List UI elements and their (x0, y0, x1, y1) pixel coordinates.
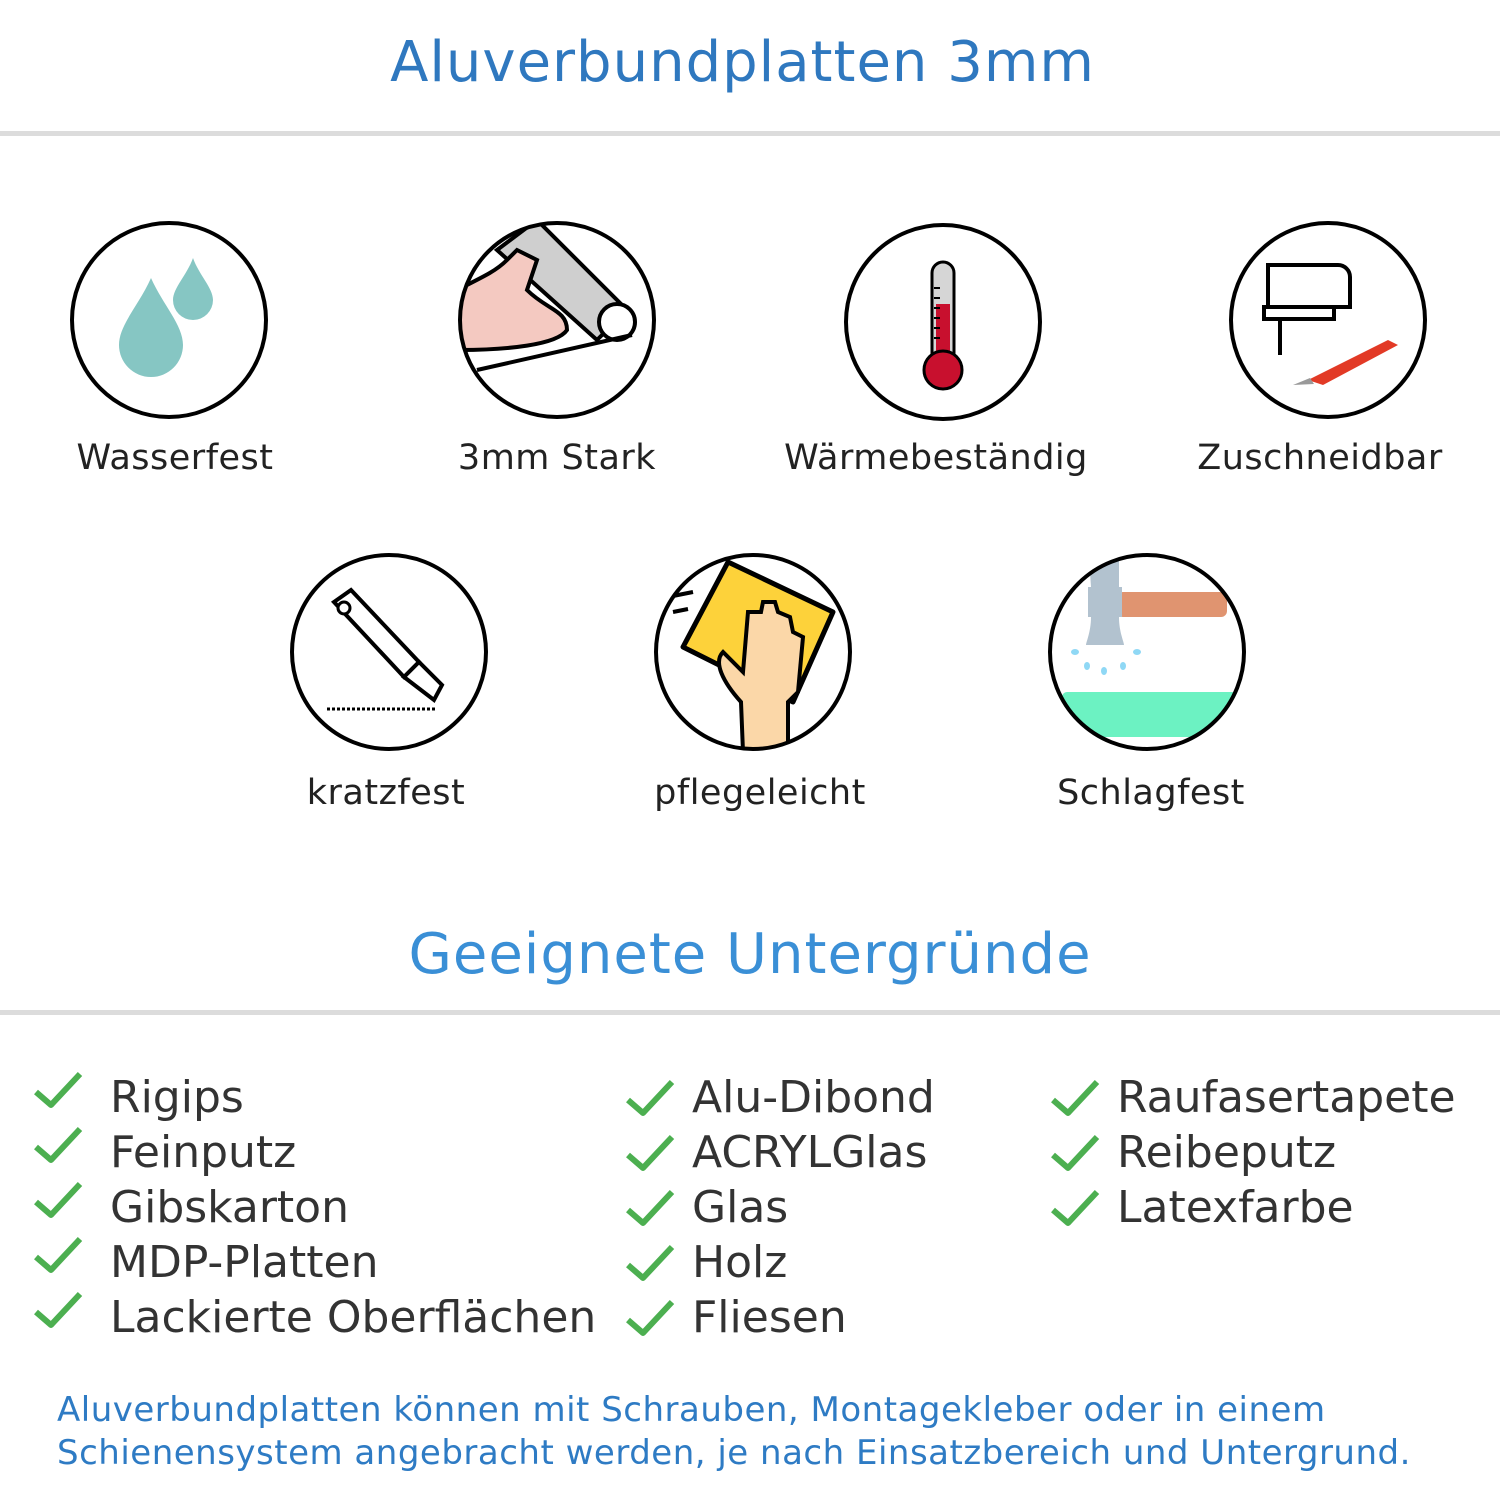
cutter-knife-icon (290, 553, 488, 751)
thermometer-icon (844, 223, 1042, 421)
jigsaw-icon (1229, 221, 1427, 419)
section-title: Geeignete Untergründe (408, 922, 1092, 987)
check-icon (1051, 1134, 1100, 1171)
check-icon (1051, 1189, 1100, 1226)
feature-label-pflegeleicht: pflegeleicht (654, 773, 866, 813)
check-icon (34, 1126, 83, 1163)
check-icon (626, 1189, 675, 1226)
divider (0, 131, 1500, 136)
feature-label-wasserfest: Wasserfest (76, 438, 274, 478)
substrate-item: ACRYLGlas (692, 1127, 928, 1178)
page-title: Aluverbundplatten 3mm (390, 30, 1095, 95)
substrate-item: Rigips (110, 1072, 244, 1123)
substrate-item: Holz (692, 1237, 788, 1288)
substrate-item: Feinputz (110, 1127, 297, 1178)
substrate-item: Raufasertapete (1117, 1072, 1456, 1123)
substrate-item: Glas (692, 1182, 789, 1233)
check-icon (626, 1299, 675, 1336)
footer-line-2: Schienensystem angebracht werden, je nac… (57, 1433, 1411, 1473)
check-icon (34, 1181, 83, 1218)
substrate-item: Gibskarton (110, 1182, 349, 1233)
strong-arm-icon (458, 221, 656, 419)
substrate-item: Alu-Dibond (692, 1072, 935, 1123)
check-icon (626, 1244, 675, 1281)
check-icon (1051, 1079, 1100, 1116)
substrate-item: Latexfarbe (1117, 1182, 1354, 1233)
cleaning-hand-icon (654, 553, 852, 751)
feature-label-schlagfest: Schlagfest (1057, 773, 1245, 813)
check-icon (34, 1071, 83, 1108)
divider (0, 1010, 1500, 1015)
hammer-icon (1048, 553, 1246, 751)
water-drops-icon (70, 221, 268, 419)
substrate-item: Reibeputz (1117, 1127, 1337, 1178)
substrate-item: Fliesen (692, 1292, 847, 1343)
feature-label-3mm-stark: 3mm Stark (457, 438, 657, 478)
check-icon (34, 1291, 83, 1328)
feature-label-zuschneidbar: Zuschneidbar (1197, 438, 1443, 478)
substrate-item: MDP-Platten (110, 1237, 379, 1288)
check-icon (626, 1079, 675, 1116)
check-icon (34, 1236, 83, 1273)
check-icon (626, 1134, 675, 1171)
feature-label-waermebestaendig: Wärmebeständig (784, 438, 1088, 478)
substrate-item: Lackierte Oberflächen (110, 1292, 597, 1343)
feature-label-kratzfest: kratzfest (306, 773, 466, 813)
footer-line-1: Aluverbundplatten können mit Schrauben, … (57, 1390, 1326, 1430)
